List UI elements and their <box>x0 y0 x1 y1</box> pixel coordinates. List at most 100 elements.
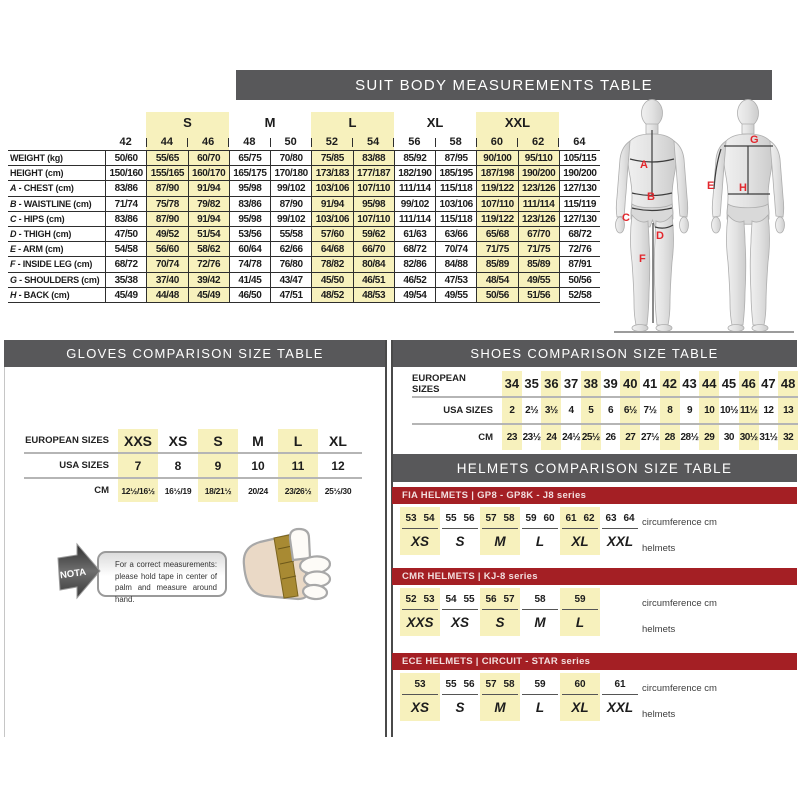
suit-value: 115/118 <box>435 181 477 197</box>
suit-row-label: HEIGHT (cm) <box>8 166 105 182</box>
suit-corner <box>8 134 105 151</box>
suit-value: 150/160 <box>105 166 147 182</box>
nota-arrow-icon: NOTA <box>57 542 101 600</box>
shoes-table-row: EUROPEAN SIZES 34 35 36 37 38 39 40 41 42 43 44 45 46… <box>412 371 799 398</box>
suit-value: 45/50 <box>311 272 353 288</box>
suit-size-group: M <box>264 115 276 130</box>
suit-value: 47/50 <box>105 226 147 243</box>
shoes-table-cell: 7½ <box>643 405 657 416</box>
figures-ground-line <box>614 331 794 333</box>
shoes-table-cell: 2 <box>502 398 522 423</box>
shoes-table-cell: 39 <box>603 376 618 391</box>
panel-divider-right <box>391 340 393 737</box>
helmet-circumference-value: 59 <box>534 679 546 690</box>
suit-value: 95/98 <box>228 211 270 227</box>
helmet-size-group: 54 55 XS <box>440 588 480 636</box>
suit-value: 111/114 <box>393 211 435 227</box>
helmet-table-fia: 53 54 XS 55 56 S 57 58 M 59 60 L 61 62 XL 63 64 XXL circu… <box>392 507 797 565</box>
helmet-circumference-value: 56 <box>463 513 475 524</box>
suit-value: 85/89 <box>476 257 518 273</box>
helmet-size-group: 58 M <box>520 588 560 636</box>
shoes-table-cell: 29 <box>699 425 720 450</box>
suit-value: 45/49 <box>187 287 229 303</box>
suit-value: 103/106 <box>311 181 353 197</box>
back-body-figure: G E H <box>707 99 785 332</box>
helmet-size-group: 53 54 XS <box>400 507 440 555</box>
gloves-table-cell: S <box>198 429 238 452</box>
left-panel-edge <box>4 367 5 737</box>
suit-value: 46/52 <box>393 272 435 288</box>
circumference-column-label: circumference cm <box>642 598 717 609</box>
suit-value: 46/51 <box>352 272 394 288</box>
suit-value: 60/70 <box>187 151 229 167</box>
suit-value: 187/198 <box>476 166 518 182</box>
helmet-circumference-value: 53 <box>405 513 417 524</box>
suit-value: 59/62 <box>352 226 394 243</box>
suit-value: 51/54 <box>187 226 229 243</box>
suit-value: 49/52 <box>146 226 188 243</box>
suit-value: 68/72 <box>558 226 600 243</box>
helmet-circumference-row: 59 <box>562 588 598 610</box>
suit-value: 83/86 <box>228 196 270 212</box>
suit-value: 72/76 <box>187 257 229 273</box>
suit-value: 50/56 <box>476 287 518 303</box>
helmet-series-header-ece: ECE HELMETS | CIRCUIT - STAR series <box>392 653 797 670</box>
helmet-size-group: 56 57 S <box>480 588 520 636</box>
suit-value: 127/130 <box>558 181 600 197</box>
suit-table-title-bar: SUIT BODY MEASUREMENTS TABLE <box>236 70 772 100</box>
suit-value: 71/75 <box>476 242 518 258</box>
gloves-table-cell: 23/26½ <box>278 479 318 502</box>
shoes-table-row: USA SIZES 2 2½ 3½ 4 5 6 6½ 7½ 8 9 10 10½ 11½ 12 13 <box>412 398 799 425</box>
suit-value: 62/66 <box>270 242 312 258</box>
suit-value: 160/170 <box>187 166 229 182</box>
helmet-circumference-value: 58 <box>534 594 546 605</box>
suit-value: 75/85 <box>311 151 353 167</box>
suit-size-group: XL <box>426 115 444 130</box>
suit-value: 41/45 <box>228 272 270 288</box>
helmet-circumference-value: 55 <box>445 679 457 690</box>
figure-label-waist: B <box>647 191 655 203</box>
suit-value: 43/47 <box>270 272 312 288</box>
suit-size-group: L <box>311 112 394 134</box>
suit-col-header: 52 <box>310 134 353 151</box>
suit-value: 49/54 <box>393 287 435 303</box>
helmet-size-group: 53 XS <box>400 673 440 721</box>
figure-label-arm: E <box>707 180 714 192</box>
helmet-size-groups: 53 54 XS 55 56 S 57 58 M 59 60 L 61 62 XL 63 64 XXL <box>400 507 640 555</box>
shoes-table-cell: 10½ <box>719 405 738 416</box>
suit-value: 115/118 <box>435 211 477 227</box>
gloves-table-row-label: USA SIZES <box>59 460 109 471</box>
figure-label-hips: C <box>622 212 630 224</box>
suit-value: 99/102 <box>393 196 435 212</box>
helmet-circumference-value: 54 <box>445 594 457 605</box>
helmet-table-cmr: 52 53 XXS 54 55 XS 56 57 S 58 M 59 L circumference c… <box>392 588 797 646</box>
suit-value: 44/48 <box>146 287 188 303</box>
shoes-table-cell: 24 <box>541 425 562 450</box>
helmet-circumference-value: 58 <box>503 513 515 524</box>
helmet-table-ece: 53 XS 55 56 S 57 58 M 59 L 60 XL 61 XXL circumference… <box>392 673 797 731</box>
shoes-table-cell: 10 <box>699 398 720 423</box>
gloves-table-row-label: CM <box>94 485 109 496</box>
gloves-table-cell: 25½/30 <box>324 485 352 496</box>
helmet-size-group: 61 62 XL <box>560 507 600 555</box>
suit-value: 61/63 <box>393 226 435 243</box>
shoes-table-cell: 36 <box>541 371 562 396</box>
helmet-circumference-row: 56 57 <box>482 588 518 610</box>
helmet-size-label: S <box>495 615 505 630</box>
suit-value: 37/40 <box>146 272 188 288</box>
helmet-circumference-value: 59 <box>574 594 586 605</box>
gloves-table-cell: 11 <box>278 454 318 477</box>
helmet-circumference-value: 61 <box>614 679 626 690</box>
suit-value: 103/106 <box>435 196 477 212</box>
helmet-circumference-row: 52 53 <box>402 588 438 610</box>
measurement-note-text: For a correct measurements: please hold … <box>97 551 227 604</box>
thumbs-up-hand-icon <box>242 527 332 601</box>
shoes-table-cell: 6 <box>608 405 614 416</box>
suit-value: 45/49 <box>105 287 147 303</box>
figure-label-back: H <box>739 182 747 194</box>
figure-label-inside-leg: F <box>639 253 646 265</box>
shoes-table-title-bar: SHOES COMPARISON SIZE TABLE <box>392 340 797 367</box>
suit-value: 74/78 <box>228 257 270 273</box>
gloves-table-cell: 16½/19 <box>164 485 192 496</box>
shoes-table-cell: 34 <box>502 371 522 396</box>
